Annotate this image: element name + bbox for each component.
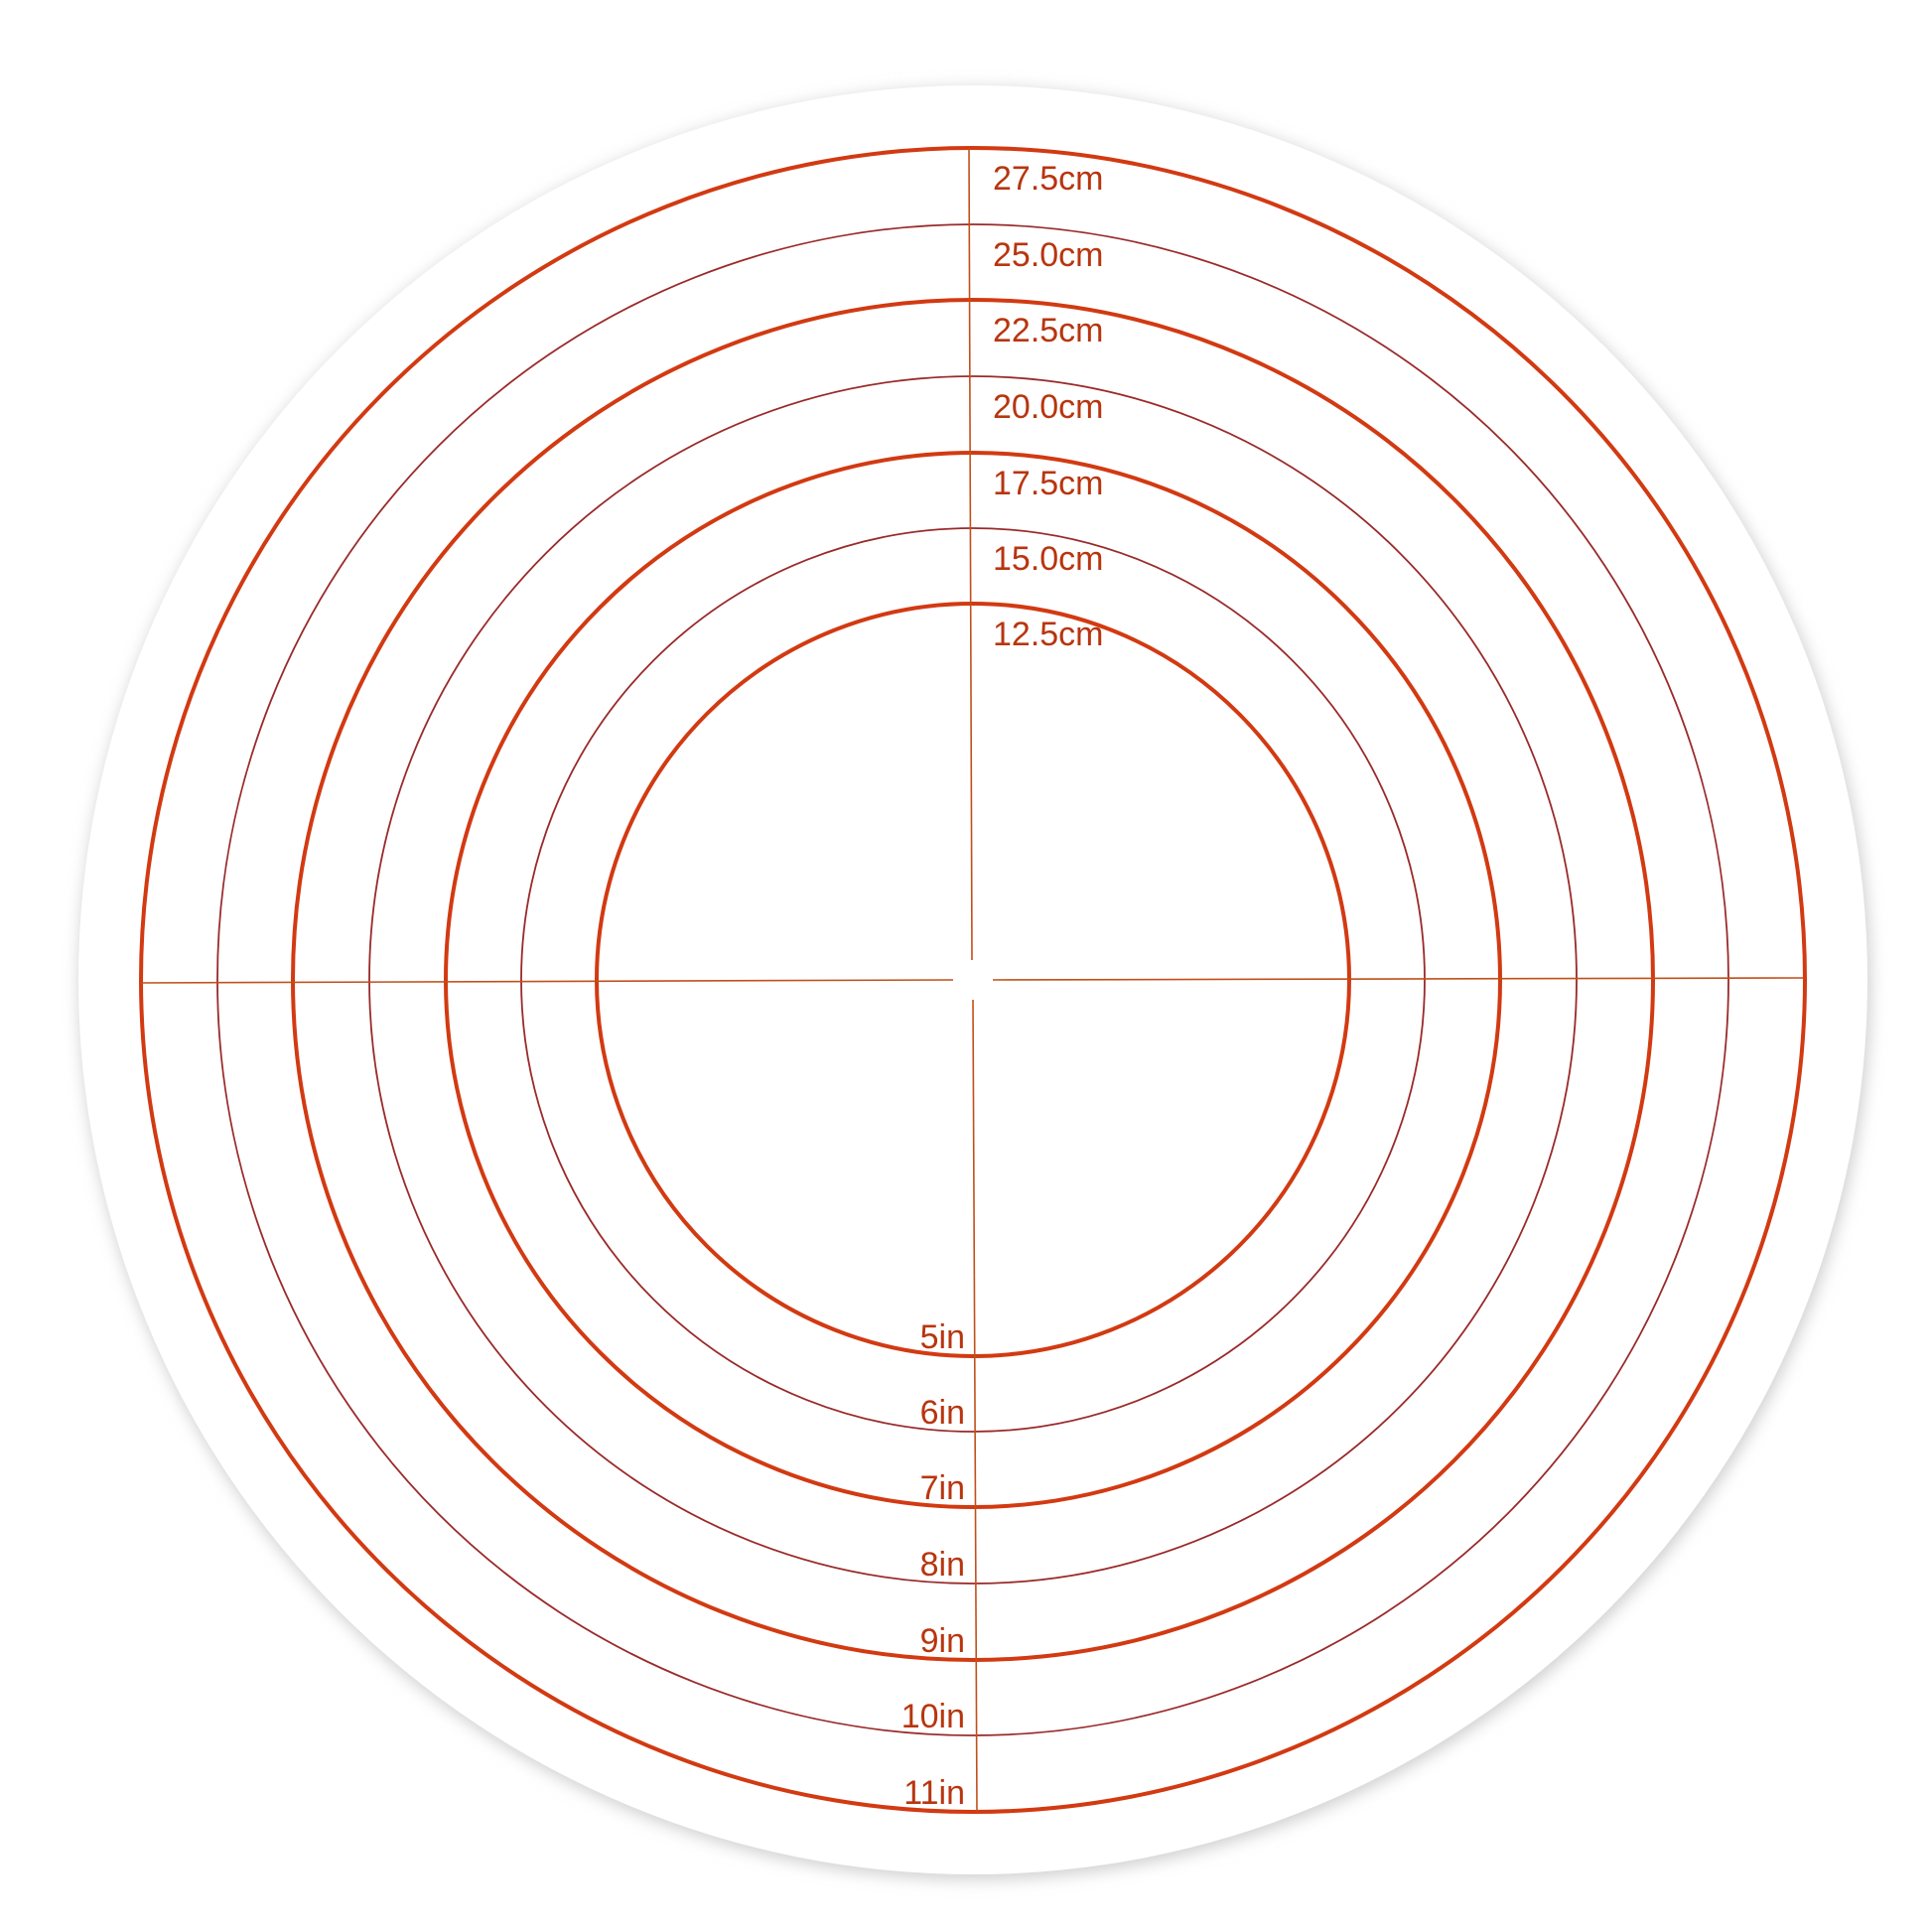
cm-label: 27.5cm: [993, 160, 1104, 198]
inch-label: 11in: [903, 1774, 965, 1812]
ring-12-5cm: [595, 602, 1351, 1358]
ring-27-5cm: [139, 146, 1807, 1814]
inch-label: 5in: [920, 1318, 965, 1356]
ring-15-0cm: [520, 527, 1426, 1433]
crosshair-bottom: [972, 999, 978, 1813]
cm-label: 12.5cm: [993, 616, 1104, 653]
inch-label: 9in: [920, 1622, 965, 1660]
cm-label: 15.0cm: [993, 540, 1104, 578]
inch-label: 8in: [920, 1546, 965, 1584]
cm-label: 25.0cm: [993, 236, 1104, 274]
ring-17-5cm: [444, 451, 1502, 1509]
mat-disc: [78, 85, 1867, 1874]
crosshair-left: [140, 979, 954, 984]
inch-label: 6in: [920, 1394, 965, 1432]
inch-label: 10in: [901, 1698, 965, 1735]
crosshair-right: [992, 977, 1806, 981]
cm-label: 22.5cm: [993, 312, 1104, 349]
ring-22-5cm: [291, 298, 1655, 1662]
cm-label: 17.5cm: [993, 465, 1104, 502]
ring-25-0cm: [216, 223, 1729, 1736]
ring-20-0cm: [368, 375, 1578, 1585]
inch-label: 7in: [920, 1469, 965, 1507]
cm-label: 20.0cm: [993, 388, 1104, 426]
crosshair-top: [968, 147, 973, 961]
